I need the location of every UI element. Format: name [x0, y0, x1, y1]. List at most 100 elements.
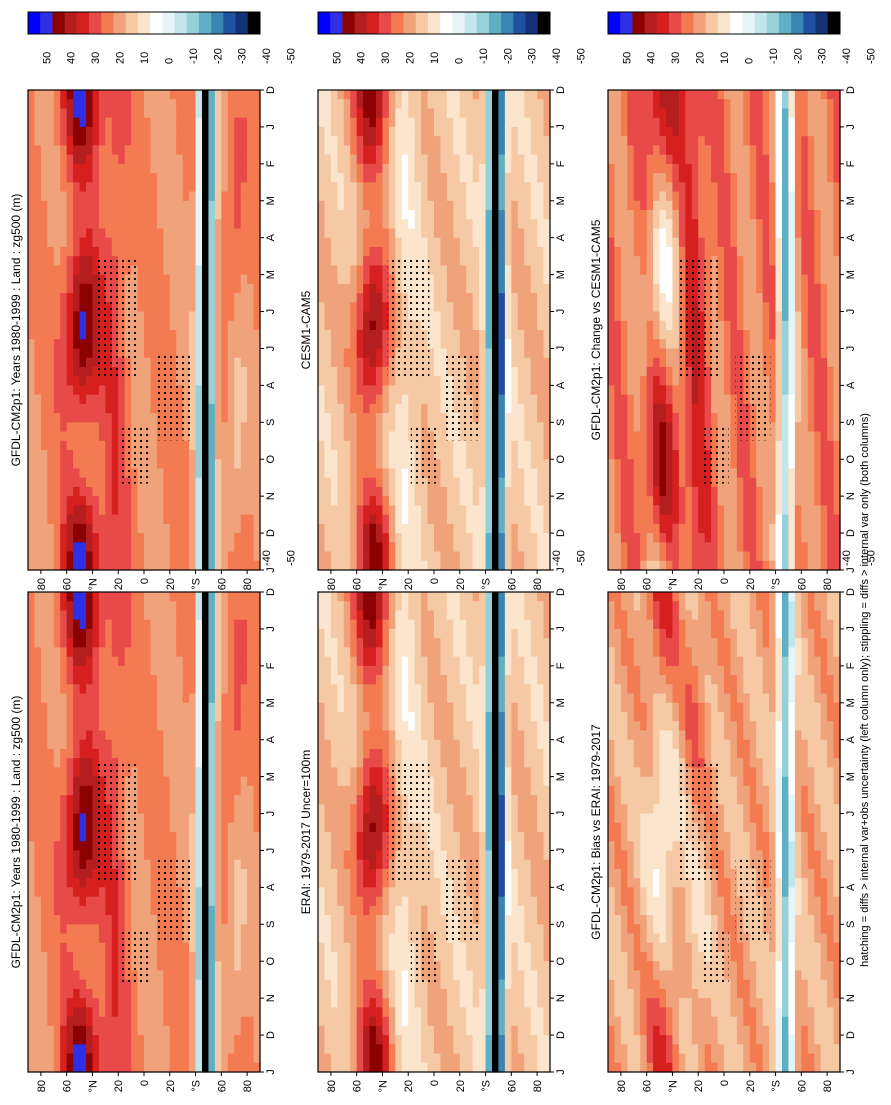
heatmap-cell	[54, 238, 61, 248]
colorbar-label: -50	[286, 48, 298, 64]
heatmap-cell	[234, 99, 241, 109]
heatmap-cells	[28, 592, 261, 1073]
heatmap-cell	[67, 468, 74, 478]
heatmap-cell	[395, 952, 402, 962]
heatmap-cell	[344, 804, 351, 814]
heatmap-cell	[47, 136, 54, 146]
heatmap-cell	[80, 404, 87, 414]
heatmap-cell	[324, 666, 331, 676]
heatmap-cell	[34, 749, 41, 759]
heatmap-cell	[318, 952, 325, 962]
heatmap-cell	[73, 601, 80, 611]
heatmap-cell	[157, 832, 164, 842]
heatmap-cell	[92, 610, 99, 620]
heatmap-cell	[221, 293, 228, 303]
heatmap-cell	[86, 432, 93, 442]
heatmap-cell	[247, 256, 254, 266]
heatmap-cell	[370, 795, 377, 805]
heatmap-cell	[421, 1035, 428, 1045]
heatmap-cell	[47, 256, 54, 266]
heatmap-cell	[382, 1035, 389, 1045]
heatmap-cell	[241, 468, 248, 478]
heatmap-cell	[34, 265, 41, 275]
heatmap-cell	[382, 915, 389, 925]
heatmap-cell	[112, 924, 119, 934]
heatmap-cell	[150, 721, 157, 731]
heatmap-cell	[80, 358, 87, 368]
heatmap-cell	[47, 777, 54, 787]
heatmap-cell	[28, 657, 35, 667]
heatmap-cell	[363, 730, 370, 740]
heatmap-cell	[99, 980, 106, 990]
month-tick-label: A	[265, 381, 277, 389]
heatmap-cell	[344, 666, 351, 676]
heatmap-cell	[196, 749, 203, 759]
heatmap-cell	[370, 897, 377, 907]
heatmap-cell	[215, 647, 222, 657]
heatmap-cell	[34, 247, 41, 257]
heatmap-cell	[337, 620, 344, 630]
heatmap-cell	[247, 247, 254, 257]
heatmap-cell	[221, 601, 228, 611]
heatmap-cell	[157, 219, 164, 229]
heatmap-cell	[73, 1017, 80, 1027]
heatmap-cell	[183, 210, 190, 220]
heatmap-cell	[92, 247, 99, 257]
heatmap-cell	[54, 210, 61, 220]
heatmap-cell	[350, 795, 357, 805]
heatmap-cell	[189, 496, 196, 506]
heatmap-cell	[176, 1007, 183, 1017]
heatmap-cell	[118, 740, 125, 750]
heatmap-cell	[189, 302, 196, 312]
heatmap-cell	[241, 684, 248, 694]
heatmap-cell	[318, 730, 325, 740]
heatmap-cell	[170, 533, 177, 543]
heatmap-cell	[105, 638, 112, 648]
heatmap-cell	[144, 99, 151, 109]
heatmap-cell	[118, 1017, 125, 1027]
heatmap-cell	[208, 478, 215, 488]
heatmap-cell	[234, 730, 241, 740]
heatmap-cell	[428, 1007, 435, 1017]
heatmap-cell	[241, 293, 248, 303]
heatmap-cell	[234, 496, 241, 506]
heatmap-cell	[112, 219, 119, 229]
heatmap-cell	[54, 694, 61, 704]
heatmap-cell	[60, 740, 67, 750]
heatmap-cell	[73, 647, 80, 657]
heatmap-cell	[221, 459, 228, 469]
heatmap-cell	[215, 777, 222, 787]
heatmap-cell	[34, 302, 41, 312]
heatmap-cell	[344, 1054, 351, 1064]
heatmap-cell	[86, 684, 93, 694]
heatmap-cell	[41, 505, 48, 515]
heatmap-cell	[357, 924, 364, 934]
heatmap-cell	[34, 970, 41, 980]
heatmap-cell	[395, 647, 402, 657]
heatmap-cell	[73, 192, 80, 202]
heatmap-cell	[434, 620, 441, 630]
heatmap-cell	[34, 385, 41, 395]
heatmap-cell	[73, 610, 80, 620]
heatmap-cell	[67, 610, 74, 620]
heatmap-cell	[118, 247, 125, 257]
heatmap-cell	[183, 164, 190, 174]
heatmap-cell	[73, 275, 80, 285]
heatmap-cell	[215, 238, 222, 248]
heatmap-cell	[99, 422, 106, 432]
heatmap-cell	[67, 127, 74, 137]
heatmap-cell	[440, 758, 447, 768]
heatmap-cell	[402, 675, 409, 685]
heatmap-cell	[144, 330, 151, 340]
heatmap-cell	[395, 749, 402, 759]
heatmap-cell	[34, 675, 41, 685]
heatmap-cell	[92, 450, 99, 460]
heatmap-cell	[54, 850, 61, 860]
heatmap-cell	[86, 823, 93, 833]
heatmap-cell	[189, 99, 196, 109]
lat-tick-label: °S	[191, 578, 203, 590]
heatmap-cell	[92, 749, 99, 759]
heatmap-cell	[105, 173, 112, 183]
heatmap-cell	[183, 804, 190, 814]
heatmap-cell	[228, 758, 235, 768]
